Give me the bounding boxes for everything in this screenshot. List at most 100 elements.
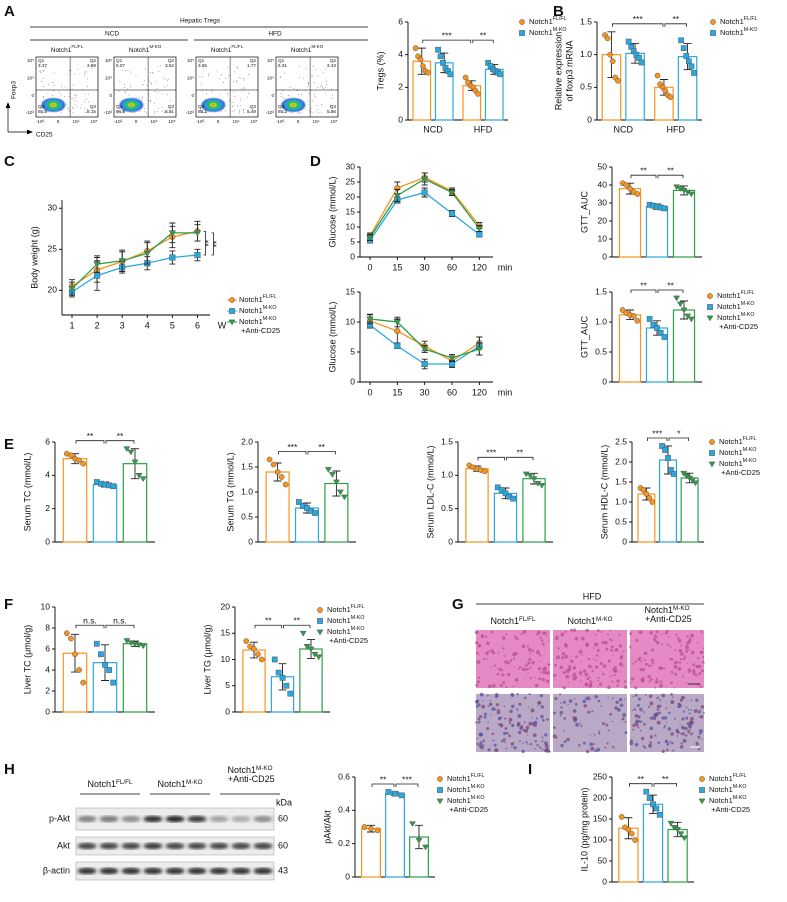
legend-marker (436, 798, 444, 805)
y-tick-label: 10 (598, 233, 608, 243)
flow-event (311, 76, 313, 78)
flow-event (239, 111, 241, 113)
legend-label: Notch1FL/FL (447, 773, 485, 783)
point (304, 505, 310, 511)
legend-label: Notch1FL/FL (720, 16, 758, 26)
flow-event (331, 97, 333, 99)
y-tick-label: 1.5 (441, 436, 453, 446)
flow-event (227, 92, 229, 94)
flow-event (150, 101, 152, 103)
histology-cell (661, 716, 665, 720)
flow-event (227, 94, 229, 95)
point (421, 360, 428, 368)
histology-cell (699, 715, 704, 719)
flow-event (54, 84, 56, 86)
significance-label: ** (640, 280, 647, 290)
panel-label: E (4, 436, 14, 453)
flow-event (61, 86, 63, 88)
flow-event (313, 66, 314, 67)
x-tick-label: 30 (420, 387, 430, 397)
point (421, 346, 429, 353)
histology-cell (649, 726, 654, 731)
x-tick-label: NCD (614, 124, 634, 134)
point (619, 307, 626, 313)
point (448, 210, 456, 217)
histology-cell (476, 742, 480, 746)
flow-event (123, 110, 125, 112)
flow-event (307, 84, 309, 85)
flow-event (298, 76, 300, 78)
histology-cell (649, 741, 652, 744)
significance-bracket (647, 437, 668, 441)
histology-cell (477, 699, 480, 702)
point (686, 58, 692, 65)
flow-event (77, 68, 79, 70)
y-axis-label: Tregs (%) (375, 51, 385, 90)
flow-event (118, 107, 120, 109)
histology-cell (687, 708, 690, 711)
flow-event (148, 95, 150, 97)
histology-cell (502, 731, 507, 735)
flow-event (308, 81, 310, 83)
histology-cell (559, 714, 562, 717)
histology-cell (562, 671, 566, 675)
y-tick-label: 1.5 (580, 16, 592, 26)
significance-label: ** (265, 616, 272, 626)
significance-bracket (75, 624, 105, 629)
point (299, 630, 307, 637)
point (662, 447, 668, 453)
histology-cell (491, 732, 495, 736)
flow-event (321, 104, 323, 106)
flow-event (321, 84, 323, 86)
histology-cell (554, 636, 559, 641)
x-tick-label: 120 (472, 262, 487, 272)
histology-cell (644, 662, 648, 666)
histology-cell (578, 670, 583, 675)
flow-event (84, 101, 86, 103)
histology-cell (587, 710, 591, 714)
histology-cell (482, 739, 485, 742)
histology-cell (581, 654, 584, 656)
flow-event (73, 107, 75, 109)
flow-y-tick: 10⁵ (105, 58, 112, 63)
panel-label: H (4, 761, 15, 778)
point (661, 334, 668, 340)
flow-event (238, 77, 240, 78)
histology-cell (527, 663, 529, 666)
y-tick-label: 15 (221, 628, 231, 638)
x-tick-label: 2 (95, 320, 100, 330)
flow-event (86, 108, 88, 110)
flow-event (316, 105, 318, 107)
flow-event (68, 70, 70, 72)
histology-cell (582, 741, 586, 745)
flow-y-tick: 10⁴ (27, 76, 34, 81)
point (625, 38, 632, 45)
histology-cell (487, 748, 491, 752)
histology-cell (611, 745, 614, 748)
flow-plot-title: Notch1M-KO (129, 44, 162, 54)
flow-x-tick: -10³ (196, 119, 205, 124)
y-tick-label: 10 (346, 221, 356, 231)
histology-cell (527, 667, 530, 671)
point (628, 830, 635, 837)
flow-event (327, 64, 329, 66)
point (366, 316, 374, 323)
histology-cell (687, 730, 691, 734)
quadrant-value: 8.15 (87, 109, 96, 114)
histology-cell (578, 649, 583, 654)
histology-cell (493, 664, 496, 667)
histology-cell (644, 652, 648, 655)
flow-event (91, 108, 93, 110)
histology-cell (697, 664, 702, 669)
histology-image (476, 630, 550, 688)
flow-event (61, 109, 63, 111)
histology-cell (525, 668, 528, 671)
histology-cell (688, 637, 692, 641)
histology-cell (669, 645, 672, 648)
flow-density (51, 103, 55, 107)
flow-event (289, 86, 291, 88)
histology-cell (591, 710, 594, 713)
histology-cell (481, 704, 486, 709)
histology-cell (700, 630, 703, 634)
flow-event (124, 91, 126, 93)
